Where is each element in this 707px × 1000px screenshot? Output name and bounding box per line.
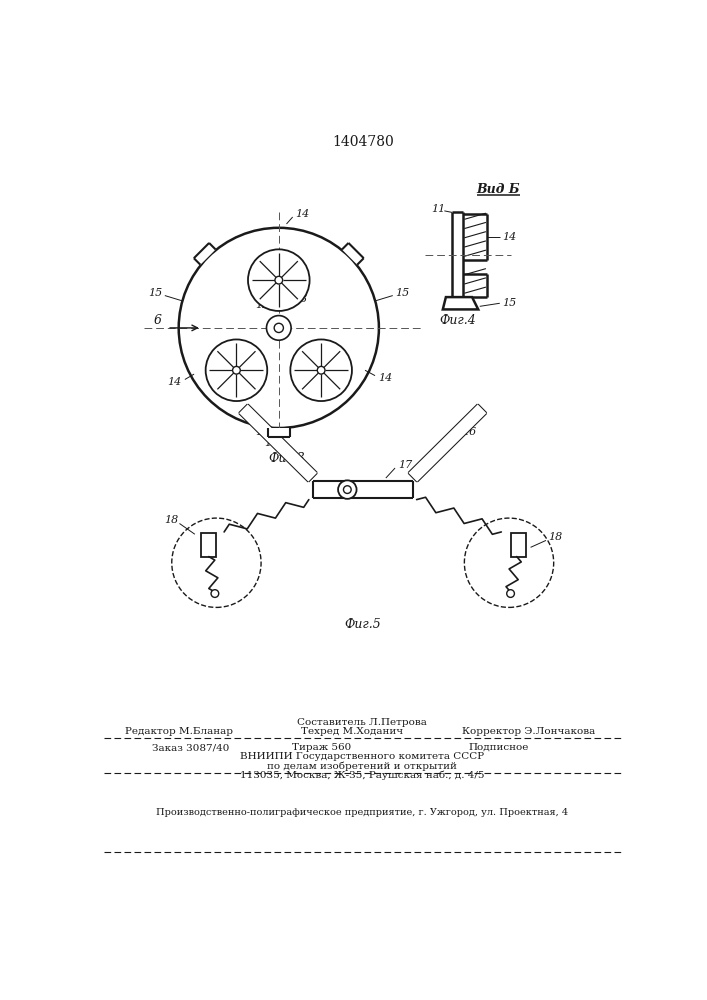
Circle shape — [344, 486, 351, 493]
Text: Фиг.3: Фиг.3 — [268, 452, 305, 465]
Polygon shape — [443, 297, 478, 309]
Text: по делам изобретений и открытий: по делам изобретений и открытий — [267, 761, 457, 771]
Circle shape — [267, 316, 291, 340]
Text: 14: 14 — [295, 209, 309, 219]
Circle shape — [248, 249, 310, 311]
Text: Тираж 560: Тираж 560 — [291, 743, 351, 752]
Text: Заказ 3087/40: Заказ 3087/40 — [152, 743, 229, 752]
Polygon shape — [409, 404, 486, 482]
Text: Техред М.Ходанич: Техред М.Ходанич — [301, 727, 403, 736]
Text: 6: 6 — [154, 314, 162, 327]
Text: 14: 14 — [378, 373, 392, 383]
Text: Составитель Л.Петрова: Составитель Л.Петрова — [297, 718, 427, 727]
Polygon shape — [268, 428, 290, 437]
Text: 15: 15 — [264, 438, 279, 448]
Text: 16: 16 — [462, 427, 476, 437]
Text: 14: 14 — [168, 377, 182, 387]
Text: 11: 11 — [431, 204, 445, 214]
Text: Редактор М.Бланар: Редактор М.Бланар — [124, 727, 233, 736]
Polygon shape — [342, 243, 363, 265]
Circle shape — [464, 518, 554, 607]
Polygon shape — [239, 404, 317, 482]
Circle shape — [338, 480, 356, 499]
Bar — [201, 533, 216, 557]
Text: 15: 15 — [395, 288, 409, 298]
Bar — [510, 533, 526, 557]
Text: 18: 18 — [548, 532, 562, 542]
Circle shape — [275, 276, 283, 284]
Circle shape — [179, 228, 379, 428]
Circle shape — [211, 590, 218, 597]
Text: ВНИИПИ Государственного комитета СССР: ВНИИПИ Государственного комитета СССР — [240, 752, 484, 761]
Circle shape — [274, 323, 284, 333]
Text: Вид Б: Вид Б — [477, 183, 520, 196]
Circle shape — [172, 518, 261, 607]
Circle shape — [233, 366, 240, 374]
Text: 14: 14 — [502, 232, 516, 242]
Text: Фиг.5: Фиг.5 — [344, 618, 381, 631]
Text: 13: 13 — [293, 294, 308, 304]
Text: 113035, Москва, Ж-35, Раушская наб., д. 4/5: 113035, Москва, Ж-35, Раушская наб., д. … — [240, 771, 484, 780]
Text: 15: 15 — [148, 288, 163, 298]
Text: 16: 16 — [255, 427, 270, 437]
Text: Производственно-полиграфическое предприятие, г. Ужгород, ул. Проектная, 4: Производственно-полиграфическое предприя… — [156, 808, 568, 817]
Text: Подписное: Подписное — [468, 743, 528, 752]
Circle shape — [206, 339, 267, 401]
Text: Корректор Э.Лончакова: Корректор Э.Лончакова — [462, 727, 596, 736]
Polygon shape — [194, 243, 216, 265]
Text: 15: 15 — [502, 298, 516, 308]
Text: 12: 12 — [255, 300, 269, 310]
Circle shape — [317, 366, 325, 374]
Text: 1404780: 1404780 — [332, 135, 394, 149]
Text: 18: 18 — [165, 515, 179, 525]
Text: Фиг.4: Фиг.4 — [440, 314, 477, 327]
Circle shape — [507, 590, 515, 597]
Text: 17: 17 — [398, 460, 412, 470]
Circle shape — [291, 339, 352, 401]
